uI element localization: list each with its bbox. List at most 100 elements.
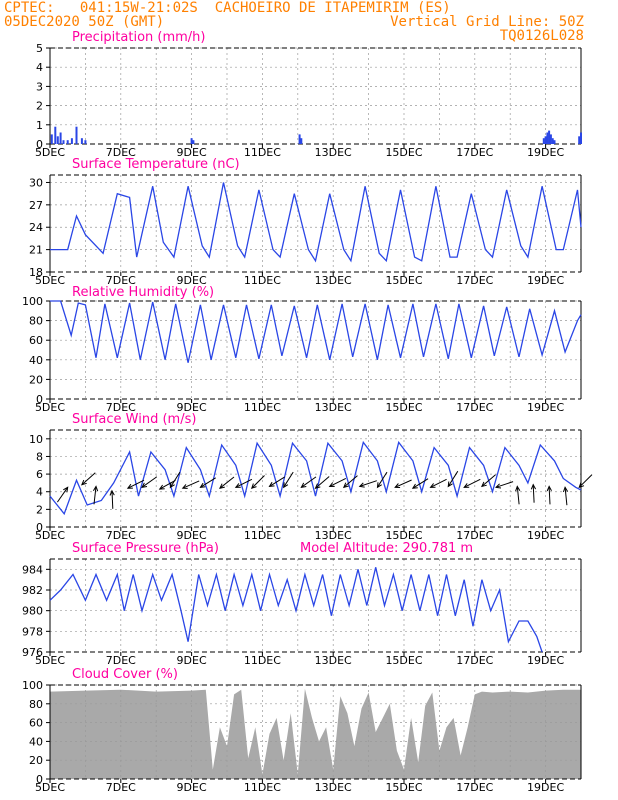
- panel-title: Precipitation (mm/h): [72, 30, 205, 45]
- wind-arrow-head: [342, 482, 349, 489]
- x-tick-label: 17DEC: [456, 529, 493, 542]
- panel-title: Cloud Cover (%): [72, 667, 178, 682]
- wind-arrow-head: [562, 486, 569, 493]
- y-tick-label: 984: [22, 563, 43, 576]
- x-tick-label: 11DEC: [244, 146, 281, 159]
- wind-arrow: [283, 471, 294, 488]
- x-tick-label: 15DEC: [385, 529, 422, 542]
- y-tick-label: 20: [29, 373, 43, 386]
- x-tick-label: 5DEC: [35, 654, 65, 667]
- wind-arrow-head: [109, 489, 115, 496]
- x-tick-label: 13DEC: [315, 654, 352, 667]
- precip-bar: [551, 138, 554, 144]
- wind-arrow: [532, 484, 535, 503]
- x-tick-label: 19DEC: [527, 146, 564, 159]
- wind-arrow: [548, 486, 551, 505]
- cloud-cover-area: [50, 688, 581, 779]
- precip-bar: [542, 138, 545, 144]
- x-tick-label: 13DEC: [315, 401, 352, 414]
- wind-arrow-head: [219, 483, 225, 489]
- precip-bar: [298, 134, 301, 144]
- x-tick-label: 11DEC: [244, 654, 281, 667]
- y-tick-label: 3: [36, 80, 43, 93]
- precip-bar: [546, 132, 549, 144]
- x-tick-label: 7DEC: [106, 401, 136, 414]
- wind-arrow-head: [447, 481, 453, 488]
- wind-arrow: [394, 479, 412, 488]
- wind-arrow-head: [268, 481, 275, 488]
- x-tick-label: 15DEC: [385, 654, 422, 667]
- y-tick-label: 982: [22, 584, 43, 597]
- precip-bar: [56, 136, 59, 144]
- wind-arrow-head: [199, 482, 206, 488]
- precip-bar: [548, 130, 551, 144]
- wind-arrow: [219, 476, 235, 489]
- wind-arrow: [235, 478, 253, 488]
- precip-bar: [66, 140, 69, 144]
- x-tick-label: 15DEC: [385, 401, 422, 414]
- x-tick-label: 9DEC: [177, 401, 207, 414]
- x-tick-label: 13DEC: [315, 146, 352, 159]
- wind-arrow-head: [181, 484, 188, 489]
- wind-arrow-head: [250, 483, 257, 490]
- y-tick-label: 80: [29, 315, 43, 328]
- y-tick-label: 60: [29, 717, 43, 730]
- wind-arrow-head: [515, 485, 521, 492]
- y-tick-label: 978: [22, 625, 43, 638]
- x-tick-label: 5DEC: [35, 781, 65, 794]
- x-tick-label: 13DEC: [315, 274, 352, 287]
- panel-title: Surface Wind (m/s): [72, 412, 196, 427]
- wind-arrow-head: [63, 486, 69, 493]
- y-tick-label: 100: [22, 679, 43, 692]
- y-tick-label: 0: [36, 138, 43, 151]
- wind-arrow: [343, 475, 358, 488]
- wind-arrow: [200, 477, 216, 488]
- x-tick-label: 5DEC: [35, 401, 65, 414]
- precip-bar: [192, 140, 195, 144]
- y-tick-label: 30: [29, 176, 43, 189]
- y-tick-label: 0: [36, 773, 43, 786]
- x-tick-label: 5DEC: [35, 529, 65, 542]
- x-tick-label: 17DEC: [456, 781, 493, 794]
- x-tick-label: 9DEC: [177, 146, 207, 159]
- precip-bar: [62, 140, 65, 144]
- precip-bar: [75, 126, 78, 144]
- wind-arrow: [93, 486, 97, 505]
- rh-series-line: [50, 300, 582, 363]
- x-tick-label: 13DEC: [315, 529, 352, 542]
- temp-series-line: [50, 182, 582, 263]
- precip-bar: [300, 138, 303, 144]
- wind-arrow: [376, 471, 388, 488]
- wind-arrow: [564, 487, 568, 506]
- wind-arrow: [111, 490, 114, 509]
- y-tick-label: 4: [36, 61, 43, 74]
- precip-bar: [84, 140, 87, 144]
- wind-arrow: [56, 487, 69, 503]
- x-tick-label: 19DEC: [527, 781, 564, 794]
- y-tick-label: 0: [36, 521, 43, 534]
- x-tick-label: 19DEC: [527, 654, 564, 667]
- x-tick-label: 17DEC: [456, 146, 493, 159]
- y-tick-label: 80: [29, 698, 43, 711]
- y-tick-label: 40: [29, 735, 43, 748]
- x-tick-label: 19DEC: [527, 401, 564, 414]
- x-tick-label: 17DEC: [456, 274, 493, 287]
- wind-arrow-head: [283, 482, 289, 489]
- wind-arrow-head: [92, 485, 99, 492]
- wind-arrow: [463, 478, 481, 488]
- wind-arrow-head: [411, 483, 418, 489]
- header-station-line: CPTEC: 041:15W-21:02S CACHOEIRO DE ITAPE…: [4, 0, 451, 16]
- wind-arrow: [447, 470, 459, 487]
- wind-arrow: [269, 476, 285, 487]
- wind-arrow-head: [328, 482, 335, 487]
- y-tick-label: 2: [36, 503, 43, 516]
- y-tick-label: 0: [36, 393, 43, 406]
- wind-arrow-head: [158, 484, 165, 490]
- wind-arrow-head: [546, 485, 552, 492]
- y-tick-label: 5: [36, 42, 43, 55]
- x-tick-label: 9DEC: [177, 274, 207, 287]
- wind-arrow: [182, 480, 200, 489]
- wind-arrow-head: [481, 481, 487, 488]
